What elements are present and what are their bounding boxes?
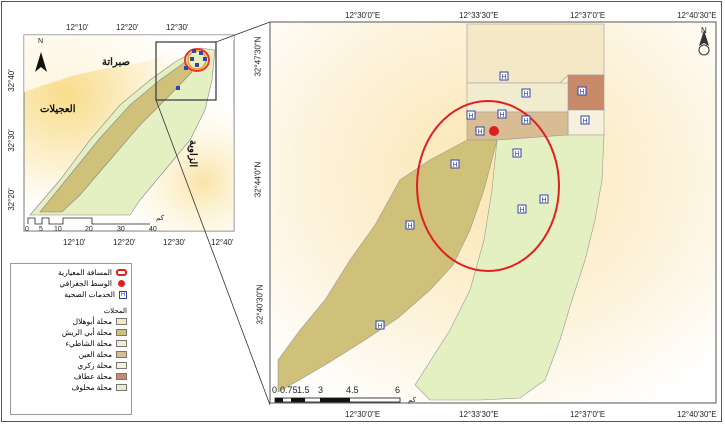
svg-text:H: H — [514, 151, 519, 158]
svg-text:H: H — [519, 207, 524, 214]
health-marker-icon: H — [119, 290, 127, 299]
svg-text:H: H — [501, 74, 506, 81]
svg-text:H: H — [477, 129, 482, 136]
main-scale-label: 4.5 — [346, 385, 359, 395]
legend-label: المسافة المعيارية — [58, 268, 112, 277]
legend-label: محلة عطاف — [73, 372, 112, 381]
inset-north-label: N — [38, 38, 44, 45]
inset-scale-label: 40 — [149, 226, 157, 233]
legend-district-shati: محلة الشاطيء — [11, 338, 131, 349]
legend-district-al-ain: محلة العين — [11, 349, 131, 360]
main-bottom-tick: 12°33'30"E — [459, 410, 499, 419]
svg-text:H: H — [468, 113, 473, 120]
legend-district-atraf: محلة عطاف — [11, 371, 131, 382]
main-scale-unit: كم — [408, 397, 416, 404]
inset-scale-label: 5 — [39, 226, 43, 233]
main-bottom-tick: 12°30'0"E — [345, 410, 381, 419]
svg-text:H: H — [452, 162, 457, 169]
svg-text:H: H — [377, 323, 382, 330]
legend-label: محلة أبي الريش — [61, 328, 112, 337]
district-swatch — [116, 329, 127, 336]
inset-scale-unit: كم — [156, 215, 164, 222]
svg-text:H: H — [523, 118, 528, 125]
place-ajilat: العجيلات — [40, 104, 76, 115]
svg-text:H: H — [407, 223, 412, 230]
legend-label: محلة أبوهلال — [72, 317, 112, 326]
inset-bottom-tick: 12°40' — [211, 238, 234, 247]
red-dot-icon — [116, 280, 127, 287]
inset-top-tick: 12°10' — [66, 23, 89, 32]
svg-text:H: H — [523, 91, 528, 98]
main-left-tick: 32°40'30"N — [255, 284, 265, 325]
main-bottom-tick: 12°40'30"E — [677, 410, 717, 419]
legend-label: الخدمات الصحية — [64, 290, 115, 299]
inset-bottom-tick: 12°30' — [163, 238, 186, 247]
legend-section-title: المحلات — [103, 307, 127, 315]
legend-district-zakri: محلة زكري — [11, 360, 131, 371]
district-swatch — [116, 373, 127, 380]
legend-label: محلة العين — [78, 350, 112, 359]
main-scale-label: 0.75 — [280, 385, 298, 395]
main-scale-label: 3 — [318, 385, 324, 395]
legend-item-geographic-center: الوسط الجغرافي — [11, 278, 131, 289]
main-scale-label: 0 — [272, 385, 278, 395]
geographic-center-marker — [489, 126, 499, 136]
main-left-tick: 32°47'30"N — [253, 36, 263, 77]
legend: المسافة المعيارية الوسط الجغرافي H الخدم… — [10, 263, 132, 415]
inset-scale-label: 20 — [85, 226, 93, 233]
legend-item-standard-distance: المسافة المعيارية — [11, 267, 131, 278]
inset-top-tick: 12°30' — [166, 23, 189, 32]
legend-item-health-services: H الخدمات الصحية — [11, 289, 131, 300]
place-sabratha: صبراتة — [102, 57, 130, 68]
legend-district-abi-al-reesh: محلة أبي الريش — [11, 327, 131, 338]
inset-top-tick: 12°20' — [116, 23, 139, 32]
district-swatch — [116, 340, 127, 347]
district-swatch — [116, 351, 127, 358]
district-swatch — [116, 362, 127, 369]
inset-scale-label: 30 — [117, 226, 125, 233]
main-north-label: N — [701, 26, 707, 35]
main-north-arrow — [698, 30, 710, 56]
svg-text:H: H — [582, 118, 587, 125]
district-swatch — [116, 318, 127, 325]
main-scale-label: 1.5 — [297, 385, 310, 395]
legend-label: محلة زكري — [77, 361, 112, 370]
main-top-tick: 12°40'30"E — [677, 11, 717, 20]
main-scale-bar — [274, 397, 401, 403]
red-ellipse-icon — [116, 269, 127, 276]
svg-text:H: H — [541, 197, 546, 204]
main-bottom-tick: 12°37'0"E — [570, 410, 606, 419]
inset-scale-label: 0 — [25, 226, 29, 233]
legend-district-abu-hilal: محلة أبوهلال — [11, 316, 131, 327]
health-markers: H H H H H H H H H H H H H H — [375, 71, 590, 330]
inset-bottom-tick: 12°10' — [63, 238, 86, 247]
legend-label: محلة الشاطيء — [65, 339, 112, 348]
inset-scale-label: 10 — [54, 226, 62, 233]
legend-district-makhlouf: محلة مخلوف — [11, 382, 131, 393]
inset-bottom-tick: 12°20' — [113, 238, 136, 247]
legend-label: الوسط الجغرافي — [59, 279, 112, 288]
main-top-tick: 12°30'0"E — [345, 11, 381, 20]
legend-label: محلة مخلوف — [71, 383, 112, 392]
main-top-tick: 12°33'30"E — [459, 11, 499, 20]
svg-text:H: H — [579, 89, 584, 96]
main-left-tick: 32°44'0"N — [253, 161, 263, 198]
district-swatch — [116, 384, 127, 391]
main-scale-label: 6 — [395, 385, 401, 395]
svg-text:H: H — [499, 112, 504, 119]
main-top-tick: 12°37'0"E — [570, 11, 606, 20]
